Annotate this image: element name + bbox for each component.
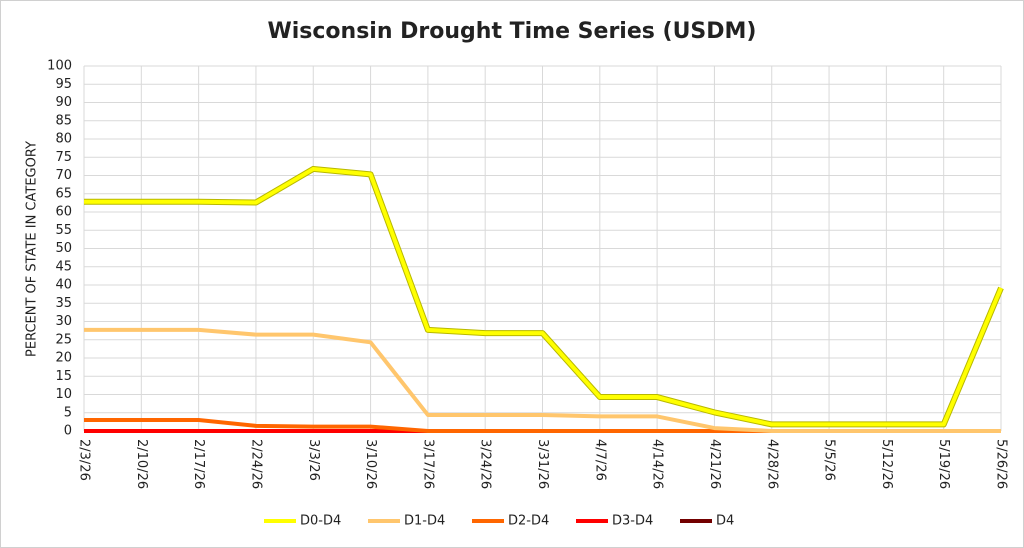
y-tick-label: 85 xyxy=(55,113,72,128)
legend-label: D3-D4 xyxy=(612,514,653,529)
y-tick-label: 10 xyxy=(55,387,72,402)
x-tick-label: 4/28/26 xyxy=(764,439,779,489)
x-tick-label: 5/19/26 xyxy=(936,439,951,489)
y-axis-label: PERCENT OF STATE IN CATEGORY xyxy=(25,141,40,357)
y-tick-label: 95 xyxy=(55,77,72,92)
x-tick-label: 2/24/26 xyxy=(248,439,263,489)
y-tick-label: 15 xyxy=(55,369,72,384)
y-tick-label: 60 xyxy=(55,205,72,220)
y-tick-label: 80 xyxy=(55,132,72,147)
x-tick-label: 2/3/26 xyxy=(77,439,92,481)
x-tick-label: 3/24/26 xyxy=(478,439,493,489)
x-tick-label: 2/17/26 xyxy=(191,439,206,489)
x-tick-label: 4/7/26 xyxy=(592,439,607,481)
x-tick-label: 3/31/26 xyxy=(535,439,550,489)
y-tick-label: 5 xyxy=(64,405,72,420)
y-tick-label: 30 xyxy=(55,314,72,329)
x-tick-label: 5/12/26 xyxy=(879,439,894,489)
series-line xyxy=(84,166,1003,427)
legend-label: D4 xyxy=(716,514,734,529)
x-tick-label: 4/21/26 xyxy=(707,439,722,489)
y-tick-label: 65 xyxy=(55,186,72,201)
series-line xyxy=(84,327,1001,433)
x-tick-label: 3/10/26 xyxy=(363,439,378,489)
y-tick-label: 35 xyxy=(55,296,72,311)
chart-title: Wisconsin Drought Time Series (USDM) xyxy=(267,19,756,44)
y-tick-label: 0 xyxy=(64,424,72,439)
legend-label: D0-D4 xyxy=(300,514,341,529)
y-tick-label: 75 xyxy=(55,150,72,165)
y-tick-label: 55 xyxy=(55,223,72,238)
legend-label: D1-D4 xyxy=(404,514,445,529)
x-tick-label: 2/10/26 xyxy=(134,439,149,489)
y-tick-label: 100 xyxy=(47,59,72,74)
y-tick-label: 25 xyxy=(55,332,72,347)
x-tick-label: 3/17/26 xyxy=(420,439,435,489)
x-tick-label: 5/5/26 xyxy=(822,439,837,481)
y-tick-label: 20 xyxy=(55,351,72,366)
y-tick-label: 45 xyxy=(55,259,72,274)
y-tick-label: 90 xyxy=(55,95,72,110)
legend-label: D2-D4 xyxy=(508,514,549,529)
x-tick-label: 5/26/26 xyxy=(994,439,1009,489)
y-tick-label: 50 xyxy=(55,241,72,256)
y-tick-label: 40 xyxy=(55,278,72,293)
x-tick-label: 4/14/26 xyxy=(650,439,665,489)
x-tick-label: 3/3/26 xyxy=(306,439,321,481)
y-tick-label: 70 xyxy=(55,168,72,183)
